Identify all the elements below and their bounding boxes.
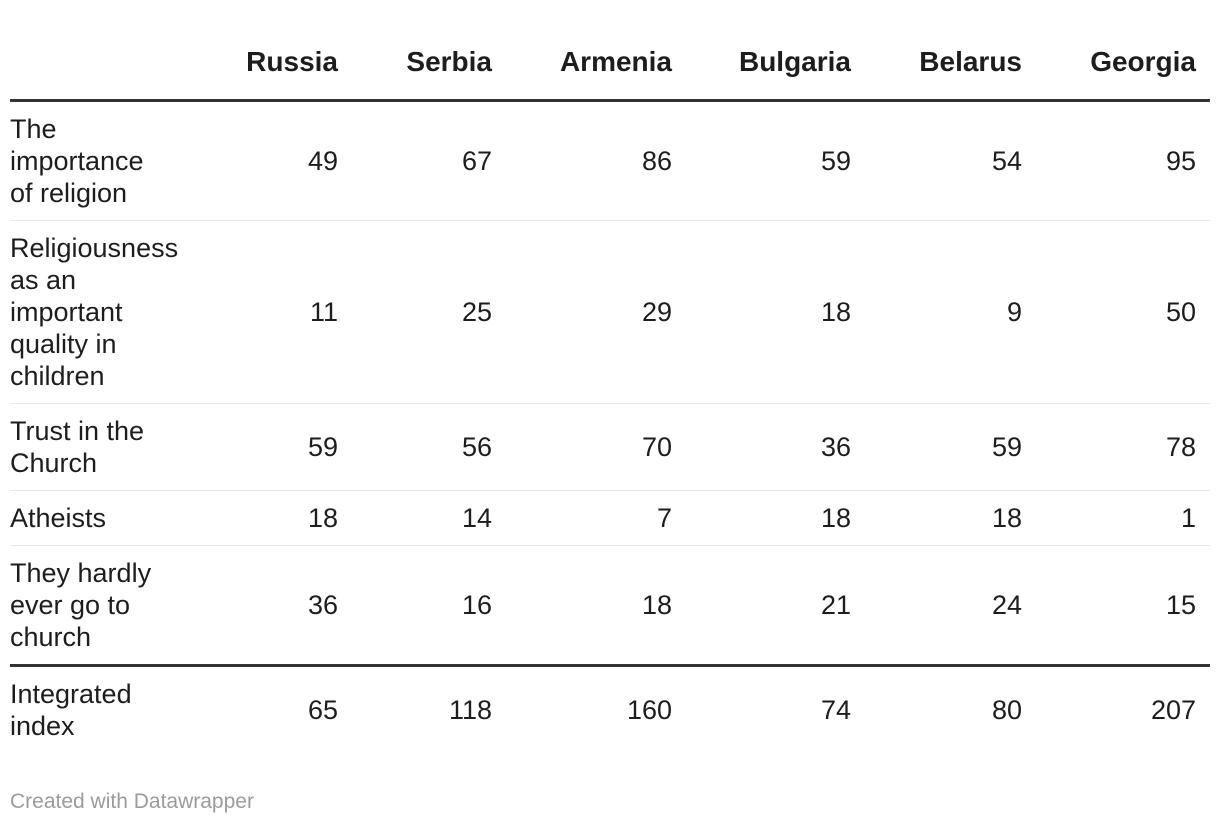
cell-value: 54: [991, 146, 1022, 176]
cell-value: 59: [820, 146, 851, 176]
cell-value: 59: [865, 403, 1036, 491]
row-label: Trust in the Church: [10, 403, 185, 491]
cell-value: 95: [1165, 146, 1196, 176]
cell-value: 25: [352, 220, 506, 404]
cell-value: 36: [686, 403, 865, 491]
cell-value: 160: [506, 664, 686, 753]
cell-value: 24: [865, 545, 1036, 666]
attribution-footer: Created with Datawrapper: [10, 789, 1210, 815]
cell-value: 80: [865, 664, 1036, 753]
cell-value: 18: [686, 220, 865, 404]
column-header-russia: Russia: [185, 30, 352, 102]
cell-value: 18: [865, 490, 1036, 546]
cell-value: 74: [686, 664, 865, 753]
column-header-bulgaria: Bulgaria: [686, 30, 865, 102]
table-row-religiousness-children: Religiousness as an important quality in…: [10, 220, 1210, 404]
row-label: They hardly ever go to church: [10, 545, 185, 666]
table-row-trust-in-church: Trust in the Church 59 56 70 36 59 78: [10, 403, 1210, 491]
column-header-serbia: Serbia: [352, 30, 506, 102]
cell-value: 9: [865, 220, 1036, 404]
cell-value: 11: [185, 220, 352, 404]
cell-value: 78: [1036, 403, 1210, 491]
row-label-header: [10, 30, 185, 102]
column-header-georgia: Georgia: [1036, 30, 1210, 102]
cell-value: 59: [185, 403, 352, 491]
cell-value: 14: [352, 490, 506, 546]
table-row-atheists: Atheists 18 14 7 18 18 1: [10, 490, 1210, 546]
datawrapper-attribution-link[interactable]: Created with Datawrapper: [10, 790, 254, 813]
cell-value: 118: [352, 664, 506, 753]
cell-value: 49: [307, 146, 338, 176]
cell-value: 16: [352, 545, 506, 666]
row-label: Integrated index: [10, 664, 185, 753]
cell-value: 15: [1036, 545, 1210, 666]
header-row: Russia Serbia Armenia Bulgaria Belarus G…: [10, 30, 1210, 102]
cell-value: 18: [686, 490, 865, 546]
cell-value: 21: [686, 545, 865, 666]
cell-value: 70: [506, 403, 686, 491]
cell-value: 7: [506, 490, 686, 546]
cell-value: 36: [185, 545, 352, 666]
cell-value: 18: [506, 545, 686, 666]
cell-value: 65: [185, 664, 352, 753]
column-header-belarus: Belarus: [865, 30, 1036, 102]
cell-value: 29: [506, 220, 686, 404]
table-row-hardly-go-to-church: They hardly ever go to church 36 16 18 2…: [10, 545, 1210, 666]
table-row-integrated-index: Integrated index 65 118 160 74 80 207: [10, 664, 1210, 753]
religion-statistics-table: Russia Serbia Armenia Bulgaria Belarus G…: [10, 30, 1210, 753]
cell-value: 1: [1036, 490, 1210, 546]
row-label: The importance of religion: [10, 114, 144, 208]
cell-value: 86: [641, 146, 672, 176]
cell-value: 56: [352, 403, 506, 491]
row-label: Religiousness as an important quality in…: [10, 220, 185, 404]
cell-value: 18: [185, 490, 352, 546]
cell-value: 50: [1036, 220, 1210, 404]
cell-value: 207: [1036, 664, 1210, 753]
cell-value: 67: [461, 146, 492, 176]
column-header-armenia: Armenia: [506, 30, 686, 102]
table-row-importance-of-religion: The importance of religion 49 67 86 59 5…: [10, 101, 1210, 221]
row-label: Atheists: [10, 490, 185, 546]
